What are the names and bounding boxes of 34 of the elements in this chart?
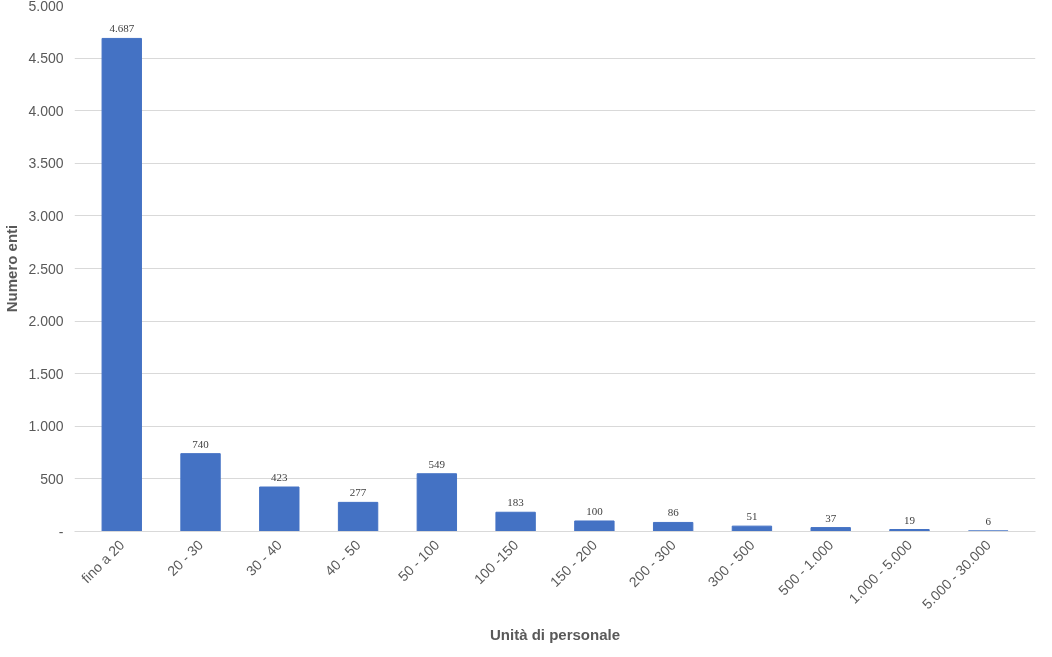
data-label: 19 (903, 513, 916, 526)
y-tick-label: 500 (40, 470, 64, 487)
data-label: 51 (746, 510, 758, 523)
y-tick-label: 1.000 (28, 418, 64, 435)
x-tick-label: fino a 20 (78, 536, 128, 587)
y-tick-label: 3.000 (28, 207, 64, 224)
x-tick-label: 30 - 40 (242, 536, 286, 579)
x-axis-title: Unità di personale (489, 625, 621, 643)
y-tick-label: 2.500 (28, 260, 64, 277)
data-label: 423 (271, 471, 289, 483)
y-tick-label: 1.500 (28, 365, 64, 382)
data-label: 86 (667, 506, 680, 519)
y-tick-label: 4.500 (28, 50, 64, 67)
data-label: 37 (825, 511, 837, 524)
x-tick-label: 300 - 500 (704, 536, 758, 590)
data-label: 183 (507, 496, 525, 509)
x-tick-label: 200 - 300 (625, 536, 679, 590)
y-tick-label: 3.500 (28, 155, 64, 172)
data-label: 740 (192, 437, 210, 450)
y-tick-label: - (58, 523, 64, 540)
y-tick-label: 2.000 (28, 313, 64, 330)
data-label: 549 (428, 457, 446, 470)
x-tick-label: 150 - 200 (546, 536, 601, 590)
x-tick-label: 50 - 100 (394, 536, 443, 585)
data-label: 277 (349, 486, 367, 499)
y-tick-label: 5.000 (28, 0, 64, 14)
data-label: 4.687 (109, 22, 135, 35)
y-axis-title: Numero enti (3, 224, 21, 313)
data-label: 100 (586, 504, 604, 517)
x-tick-label: 100 -150 (470, 536, 522, 588)
y-tick-label: 4.000 (28, 102, 64, 119)
data-label: 6 (985, 514, 992, 527)
x-tick-label: 40 - 50 (321, 536, 364, 579)
x-tick-label: 20 - 30 (164, 536, 207, 579)
